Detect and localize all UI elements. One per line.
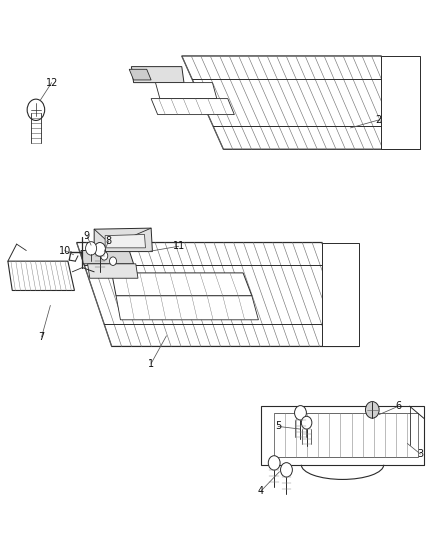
Text: 2: 2 <box>376 115 382 125</box>
Polygon shape <box>381 56 420 149</box>
Text: 7: 7 <box>39 332 45 342</box>
Polygon shape <box>155 83 217 99</box>
Polygon shape <box>261 406 424 465</box>
Text: 8: 8 <box>106 236 112 246</box>
Circle shape <box>85 241 97 255</box>
Text: 9: 9 <box>84 231 90 240</box>
Polygon shape <box>116 296 258 320</box>
Circle shape <box>94 243 106 256</box>
Polygon shape <box>8 261 74 290</box>
Text: 10: 10 <box>59 246 71 255</box>
Circle shape <box>365 401 379 418</box>
Polygon shape <box>112 273 252 296</box>
Circle shape <box>27 99 45 120</box>
Polygon shape <box>88 264 138 278</box>
Circle shape <box>280 463 293 477</box>
Polygon shape <box>81 251 134 264</box>
Circle shape <box>301 416 312 429</box>
Polygon shape <box>131 67 184 83</box>
Polygon shape <box>274 413 418 457</box>
Circle shape <box>101 252 108 260</box>
Circle shape <box>268 456 280 470</box>
Polygon shape <box>182 56 420 149</box>
Circle shape <box>110 257 117 265</box>
Polygon shape <box>151 99 234 115</box>
Text: 1: 1 <box>148 359 154 368</box>
Polygon shape <box>129 69 151 80</box>
Text: 6: 6 <box>396 401 402 411</box>
Text: 4: 4 <box>258 487 264 496</box>
Polygon shape <box>77 243 359 346</box>
Circle shape <box>294 406 307 420</box>
Text: 5: 5 <box>275 422 281 431</box>
Text: 12: 12 <box>46 78 58 87</box>
Polygon shape <box>94 228 152 252</box>
Polygon shape <box>105 235 145 248</box>
Polygon shape <box>322 243 359 346</box>
Text: 3: 3 <box>417 449 424 459</box>
Text: 11: 11 <box>173 241 185 251</box>
